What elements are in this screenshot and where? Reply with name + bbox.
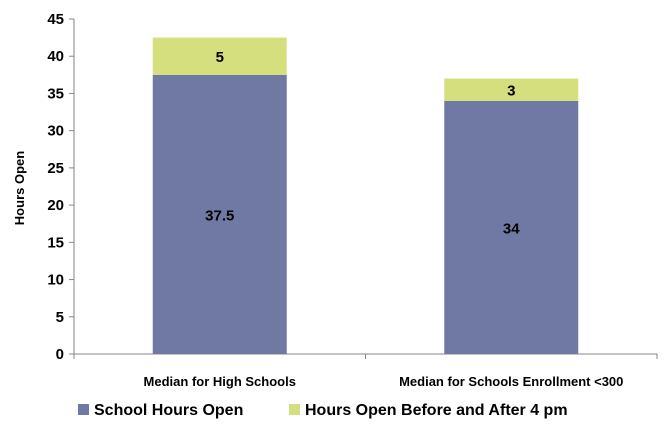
legend-swatch bbox=[289, 404, 300, 415]
legend-label: School Hours Open bbox=[94, 402, 243, 419]
legend-label: Hours Open Before and After 4 pm bbox=[305, 402, 568, 419]
y-tick-label: 15 bbox=[47, 234, 64, 251]
legend-swatch bbox=[78, 404, 89, 415]
y-tick-label: 35 bbox=[47, 85, 64, 102]
y-tick-label: 25 bbox=[47, 160, 64, 177]
y-tick-label: 40 bbox=[47, 48, 64, 65]
data-labels: 37.5 5 34 3 bbox=[205, 49, 520, 237]
x-category-label: Median for Schools Enrollment <300 bbox=[399, 374, 623, 389]
bars bbox=[152, 37, 579, 354]
y-axis-title: Hours Open bbox=[12, 151, 27, 225]
y-tick-label: 0 bbox=[56, 346, 64, 363]
bar-school-hours-1 bbox=[152, 74, 287, 354]
bar-before-after-4pm-2 bbox=[444, 78, 579, 101]
x-category-label: Median for High Schools bbox=[144, 374, 296, 389]
y-tick-label: 45 bbox=[47, 11, 64, 28]
data-label: 37.5 bbox=[205, 207, 234, 224]
data-label: 3 bbox=[507, 83, 515, 100]
y-axis-ticks: 0 5 10 15 20 25 30 35 40 45 bbox=[47, 11, 74, 363]
bar-before-after-4pm-1 bbox=[152, 37, 287, 75]
legend: School Hours Open Hours Open Before and A… bbox=[78, 402, 568, 419]
x-axis-categories: Median for High Schools Median for School… bbox=[73, 354, 658, 389]
y-tick-label: 30 bbox=[47, 123, 64, 140]
data-label: 5 bbox=[216, 49, 224, 66]
bar-school-hours-2 bbox=[444, 100, 579, 354]
y-tick-label: 20 bbox=[47, 197, 64, 214]
y-tick-label: 10 bbox=[47, 272, 64, 289]
data-label: 34 bbox=[503, 220, 520, 237]
y-tick-label: 5 bbox=[56, 309, 64, 326]
